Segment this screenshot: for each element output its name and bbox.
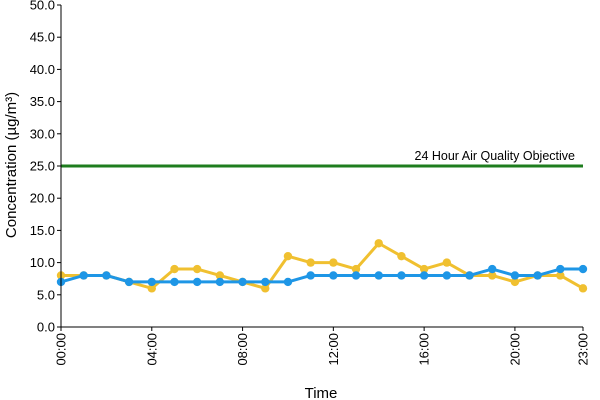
series-1-point [329,258,338,267]
series-1-point [442,258,452,267]
y-tick-label: 5.0 [37,287,55,302]
y-tick-label: 30.0 [30,126,55,141]
series-1-point [510,277,520,287]
series-1-point [488,271,497,280]
series-1-point [261,284,270,293]
y-axis-ticks: 0.0 5.0 10.0 15.0 20.0 25.0 30.0 35.0 40.0 45.0 50… [30,0,61,335]
y-tick-label: 0.0 [37,320,55,335]
x-tick-label: 08:00 [235,333,250,366]
series-2-point [102,271,111,280]
series-1-point [556,271,565,280]
series-1-point [578,284,588,293]
series-2-point [374,271,383,280]
series-2-point [238,277,247,287]
x-tick-label: 23:00 [576,333,591,366]
series-2-point [192,277,202,287]
y-tick-label: 15.0 [30,223,55,238]
series-2-point [578,264,588,274]
y-tick-label: 40.0 [30,62,55,77]
y-axis-title: Concentration (µg/m³) [3,92,20,238]
series-1-point [351,264,361,274]
series-1-point [215,271,225,280]
series-2-point [465,271,474,280]
y-tick-label: 50.0 [30,0,55,13]
series-2-point [283,277,293,287]
x-axis-title: Time [305,385,338,400]
series-2-point [397,271,406,280]
series-2-point [306,271,315,280]
series-group [56,239,588,293]
series-2-point [124,277,134,287]
series-2-point [351,271,361,280]
y-tick-label: 35.0 [30,94,55,109]
series-1-point [283,251,293,261]
x-tick-label: 20:00 [507,333,522,366]
x-tick-label: 00:00 [54,333,69,366]
y-tick-label: 20.0 [30,191,55,206]
reference-line-group: 24 Hour Air Quality Objective [61,149,583,168]
series-2-point [533,271,542,280]
series-1-point [306,258,315,267]
series-2-point [215,277,225,287]
x-tick-label: 16:00 [417,333,432,366]
series-1-point [192,264,202,274]
series-1-point [374,239,383,248]
y-tick-label: 10.0 [30,255,55,270]
reference-line-label: 24 Hour Air Quality Objective [415,149,576,163]
series-2-point [419,271,429,280]
series-1-point [147,284,156,293]
series-2-point [147,277,156,287]
series-1-point [397,251,406,261]
series-2-point [488,264,497,274]
series-1-point [419,264,429,274]
series-1-point [170,264,179,274]
axes [60,5,583,328]
x-tick-label: 12:00 [326,333,341,366]
x-axis-ticks: 00:00 04:00 08:00 12:00 16:00 20:00 23:00 [54,327,591,366]
series-2-point [556,264,565,274]
series-2-point [510,271,520,280]
series-2-point [329,271,338,280]
series-2-point [261,277,270,287]
y-tick-label: 45.0 [30,30,55,45]
x-tick-label: 04:00 [144,333,159,366]
series-2-point [79,271,88,280]
series-2-point [442,271,452,280]
y-tick-label: 25.0 [30,159,55,174]
series-2-point [170,277,179,287]
